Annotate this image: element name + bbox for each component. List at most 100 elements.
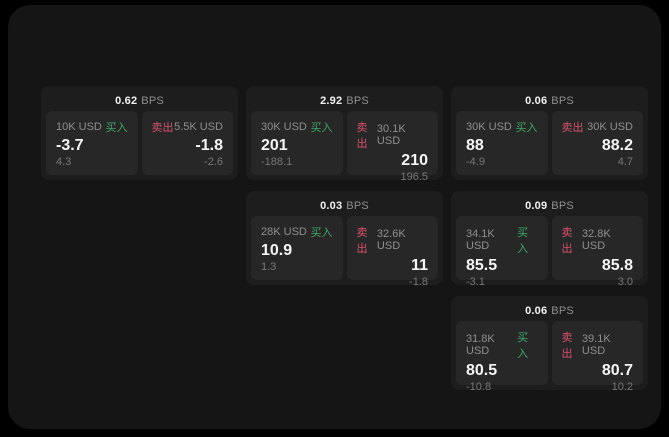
buy-notional: 30K USD (261, 121, 307, 133)
sell-tile-top: 卖出 39.1K USD (562, 329, 634, 361)
quote-tiles: 30K USD 买入 88 -4.9 卖出 30K USD 88.2 4.7 (456, 111, 643, 175)
buy-tile-top: 34.1K USD 买入 (466, 224, 538, 256)
quote-card: 0.03 BPS 28K USD 买入 10.9 1.3 卖出 (246, 191, 443, 288)
buy-quote-tile[interactable]: 30K USD 买入 88 -4.9 (456, 111, 548, 175)
bps-value: 0.06 (525, 95, 548, 107)
buy-label: 买入 (515, 122, 538, 134)
buy-tile-top: 30K USD 买入 (261, 119, 333, 135)
sell-delta: 4.7 (617, 156, 633, 168)
buy-delta: 4.3 (56, 156, 72, 168)
sell-notional: 32.6K USD (376, 228, 406, 252)
sell-tile-top: 卖出 30K USD (562, 119, 634, 135)
bps-value: 0.03 (320, 200, 343, 212)
buy-delta: -4.9 (466, 156, 485, 168)
buy-label: 买入 (517, 332, 529, 360)
buy-label: 买入 (105, 122, 128, 134)
bps-value: 0.06 (525, 305, 548, 317)
buy-notional: 34.1K USD (466, 228, 495, 252)
buy-price: -3.7 (56, 136, 84, 154)
quote-tiles: 30K USD 买入 201 -188.1 卖出 30.1K USD 210 1… (251, 111, 438, 183)
quote-card: 0.09 BPS 34.1K USD 买入 85.5 -3.1 卖出 (451, 191, 648, 288)
sell-delta: -1.8 (409, 276, 428, 288)
buy-price: 85.5 (466, 257, 498, 274)
buy-notional: 10K USD (56, 121, 102, 133)
bps-unit-label: BPS (346, 200, 369, 212)
bps-header: 0.06 BPS (456, 91, 643, 111)
sell-price: 88.2 (601, 136, 633, 154)
buy-notional: 30K USD (466, 121, 512, 133)
sell-label: 卖出 (356, 122, 368, 150)
buy-label: 买入 (517, 227, 529, 255)
sell-delta: 196.5 (400, 171, 428, 183)
bps-value: 0.09 (525, 200, 548, 212)
quote-card: 0.06 BPS 31.8K USD 买入 80.5 -10.8 卖 (451, 296, 648, 393)
sell-notional: 30K USD (587, 121, 633, 133)
buy-notional: 31.8K USD (466, 333, 495, 357)
sell-label: 卖出 (356, 227, 368, 255)
quote-card: 2.92 BPS 30K USD 买入 201 -188.1 卖出 (246, 86, 443, 183)
sell-quote-tile[interactable]: 卖出 39.1K USD 80.7 10.2 (551, 321, 643, 393)
quote-tiles: 31.8K USD 买入 80.5 -10.8 卖出 39.1K USD 80.… (456, 321, 643, 393)
buy-price: 201 (261, 136, 288, 154)
bps-unit-label: BPS (551, 200, 574, 212)
sell-label: 卖出 (151, 122, 174, 134)
quote-card: 0.62 BPS 10K USD 买入 -3.7 4.3 卖出 (41, 86, 238, 180)
buy-delta: -3.1 (466, 276, 485, 288)
buy-quote-tile[interactable]: 10K USD 买入 -3.7 4.3 (46, 111, 138, 175)
buy-notional: 28K USD (261, 226, 307, 238)
quote-grid: 0.62 BPS 10K USD 买入 -3.7 4.3 卖出 (41, 86, 648, 393)
bps-unit-label: BPS (141, 95, 164, 107)
sell-price: 80.7 (601, 362, 633, 379)
buy-quote-tile[interactable]: 34.1K USD 买入 85.5 -3.1 (456, 216, 548, 288)
buy-delta: 1.3 (261, 261, 277, 273)
sell-quote-tile[interactable]: 卖出 32.8K USD 85.8 3.0 (551, 216, 643, 288)
buy-tile-top: 31.8K USD 买入 (466, 329, 538, 361)
buy-quote-tile[interactable]: 28K USD 买入 10.9 1.3 (251, 216, 343, 280)
sell-delta: 3.0 (617, 276, 633, 288)
quote-tiles: 10K USD 买入 -3.7 4.3 卖出 5.5K USD -1.8 -2.… (46, 111, 233, 175)
sell-quote-tile[interactable]: 卖出 32.6K USD 11 -1.8 (346, 216, 438, 288)
sell-quote-tile[interactable]: 卖出 30.1K USD 210 196.5 (346, 111, 438, 183)
sell-notional: 5.5K USD (174, 121, 223, 133)
bps-unit-label: BPS (551, 95, 574, 107)
sell-delta: 10.2 (611, 381, 633, 393)
sell-quote-tile[interactable]: 卖出 30K USD 88.2 4.7 (551, 111, 643, 175)
sell-price: -1.8 (195, 136, 223, 154)
buy-price: 10.9 (261, 241, 293, 259)
sell-quote-tile[interactable]: 卖出 5.5K USD -1.8 -2.6 (141, 111, 233, 175)
bps-unit-label: BPS (346, 95, 369, 107)
bps-unit-label: BPS (551, 305, 574, 317)
bps-header: 0.62 BPS (46, 91, 233, 111)
buy-quote-tile[interactable]: 30K USD 买入 201 -188.1 (251, 111, 343, 175)
buy-delta: -188.1 (261, 156, 293, 168)
quotes-panel: 0.62 BPS 10K USD 买入 -3.7 4.3 卖出 (8, 5, 661, 429)
sell-tile-top: 卖出 5.5K USD (152, 119, 224, 135)
bps-header: 0.06 BPS (456, 301, 643, 321)
buy-price: 80.5 (466, 362, 498, 379)
sell-price: 210 (401, 152, 428, 169)
buy-price: 88 (466, 136, 484, 154)
buy-tile-top: 28K USD 买入 (261, 224, 333, 240)
sell-notional: 39.1K USD (581, 333, 611, 357)
buy-quote-tile[interactable]: 31.8K USD 买入 80.5 -10.8 (456, 321, 548, 393)
sell-notional: 30.1K USD (376, 123, 406, 147)
bps-value: 0.62 (115, 95, 138, 107)
sell-label: 卖出 (561, 227, 573, 255)
bps-header: 0.09 BPS (456, 196, 643, 216)
quote-tiles: 28K USD 买入 10.9 1.3 卖出 32.6K USD 11 -1.8 (251, 216, 438, 288)
sell-label: 卖出 (561, 332, 573, 360)
buy-tile-top: 30K USD 买入 (466, 119, 538, 135)
sell-tile-top: 卖出 32.6K USD (357, 224, 429, 256)
sell-label: 卖出 (561, 122, 584, 134)
bps-value: 2.92 (320, 95, 343, 107)
sell-tile-top: 卖出 30.1K USD (357, 119, 429, 151)
sell-delta: -2.6 (204, 156, 223, 168)
quote-tiles: 34.1K USD 买入 85.5 -3.1 卖出 32.8K USD 85.8… (456, 216, 643, 288)
bps-header: 0.03 BPS (251, 196, 438, 216)
buy-label: 买入 (310, 227, 333, 239)
bps-header: 2.92 BPS (251, 91, 438, 111)
buy-delta: -10.8 (466, 381, 492, 393)
sell-notional: 32.8K USD (581, 228, 611, 252)
buy-tile-top: 10K USD 买入 (56, 119, 128, 135)
